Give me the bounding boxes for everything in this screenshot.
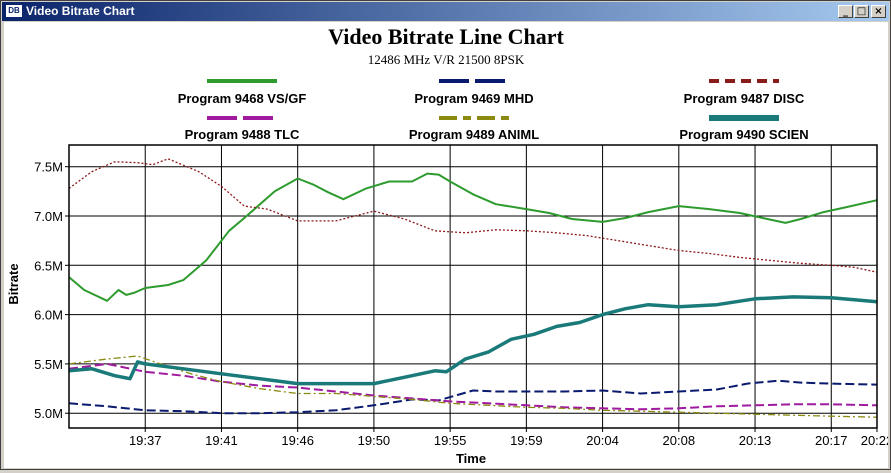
maximize-button[interactable]: □ xyxy=(854,5,869,18)
chart-title: Video Bitrate Line Chart xyxy=(328,24,564,49)
x-tick-label: 19:46 xyxy=(281,433,314,448)
series-line-program-9469-mhd xyxy=(68,379,878,415)
chart-series-group xyxy=(68,158,878,418)
y-tick-label: 5.5M xyxy=(34,357,63,372)
legend-label: Program 9468 VS/GF xyxy=(178,91,307,106)
bitrate-line-chart: Video Bitrate Line Chart 12486 MHz V/R 2… xyxy=(6,24,891,466)
chart-subtitle: 12486 MHz V/R 21500 8PSK xyxy=(368,52,525,67)
x-tick-label: 20:04 xyxy=(586,433,619,448)
x-tick-label: 20:17 xyxy=(815,433,848,448)
legend-label: Program 9487 DISC xyxy=(684,91,805,106)
legend-label: Program 9489 ANIML xyxy=(409,127,539,142)
x-tick-label: 19:55 xyxy=(434,433,467,448)
chart-axes: 5.0M 5.5M 6.0M 6.5M 7.0M 7.5M 19:37 19:41 19:46 1… xyxy=(34,144,891,448)
legend-label: Program 9490 SCIEN xyxy=(679,127,808,142)
series-line-program-9468-vs-gf xyxy=(68,172,878,302)
series-line-program-9490-scien xyxy=(68,295,878,386)
minimize-button[interactable]: _ xyxy=(838,5,853,18)
x-axis-label: Time xyxy=(456,451,486,466)
y-tick-label: 6.5M xyxy=(34,258,63,273)
legend-label: Program 9469 MHD xyxy=(414,91,533,106)
chart-legend: Program 9468 VS/GF Program 9469 MHD Progra… xyxy=(178,79,809,142)
x-tick-label: 19:37 xyxy=(129,433,162,448)
app-logo-icon[interactable]: DB xyxy=(6,5,22,17)
x-tick-label: 20:13 xyxy=(739,433,772,448)
close-button[interactable]: × xyxy=(871,5,886,18)
series-line-program-9488-tlc xyxy=(68,362,878,411)
y-tick-label: 6.0M xyxy=(34,308,63,323)
chart-area: Video Bitrate Line Chart 12486 MHz V/R 2… xyxy=(4,22,891,468)
legend-label: Program 9488 TLC xyxy=(185,127,300,142)
title-bar[interactable]: DB Video Bitrate Chart _ □ × xyxy=(2,2,889,21)
series-line-program-9487-disc xyxy=(68,158,878,273)
plot-background xyxy=(69,145,877,428)
x-tick-label: 19:59 xyxy=(510,433,543,448)
window-title: Video Bitrate Chart xyxy=(26,4,135,18)
series-line-program-9489-animl xyxy=(68,355,878,418)
x-tick-label: 20:22 xyxy=(861,433,888,448)
y-tick-label: 7.0M xyxy=(34,209,63,224)
x-tick-label: 19:41 xyxy=(205,433,238,448)
y-tick-label: 5.0M xyxy=(34,406,63,421)
x-tick-label: 19:50 xyxy=(358,433,391,448)
x-tick-label: 20:08 xyxy=(663,433,696,448)
y-tick-label: 7.5M xyxy=(34,160,63,175)
plot-frame xyxy=(68,144,878,429)
y-axis-label: Bitrate xyxy=(6,263,21,304)
chart-grid xyxy=(69,145,878,428)
